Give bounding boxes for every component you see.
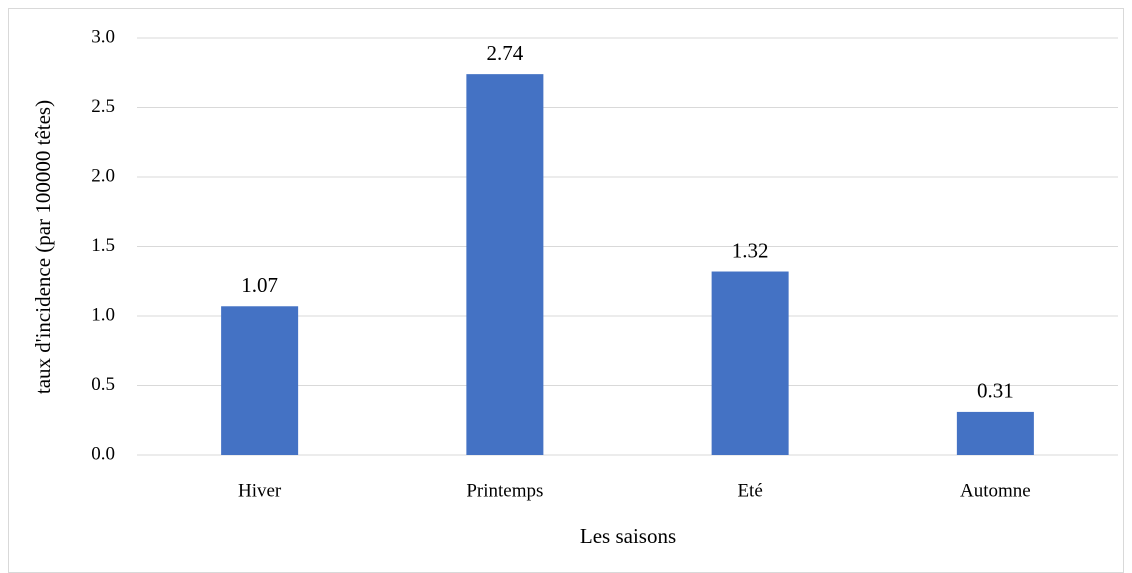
y-axis-title: taux d'incidence (par 100000 têtes) bbox=[31, 100, 55, 394]
data-label: 0.31 bbox=[977, 379, 1014, 403]
data-label: 2.74 bbox=[487, 41, 524, 65]
chart-frame bbox=[8, 8, 1124, 573]
bar bbox=[466, 74, 544, 455]
x-tick-label: Automne bbox=[960, 480, 1031, 501]
data-label: 1.32 bbox=[732, 238, 769, 262]
y-tick-label: 1.5 bbox=[91, 235, 115, 256]
x-tick-label: Eté bbox=[737, 480, 762, 501]
bar bbox=[221, 306, 299, 455]
y-tick-label: 3.0 bbox=[91, 26, 115, 47]
x-tick-label: Printemps bbox=[466, 480, 543, 501]
x-axis-title: Les saisons bbox=[580, 524, 676, 548]
y-tick-label: 1.0 bbox=[91, 304, 115, 325]
y-tick-label: 0.5 bbox=[91, 374, 115, 395]
y-tick-label: 2.0 bbox=[91, 165, 115, 186]
y-tick-label: 0.0 bbox=[91, 443, 115, 464]
x-tick-label: Hiver bbox=[238, 480, 282, 501]
y-tick-label: 2.5 bbox=[91, 96, 115, 117]
data-label: 1.07 bbox=[241, 273, 278, 297]
bar bbox=[711, 271, 789, 455]
bar bbox=[956, 411, 1034, 455]
